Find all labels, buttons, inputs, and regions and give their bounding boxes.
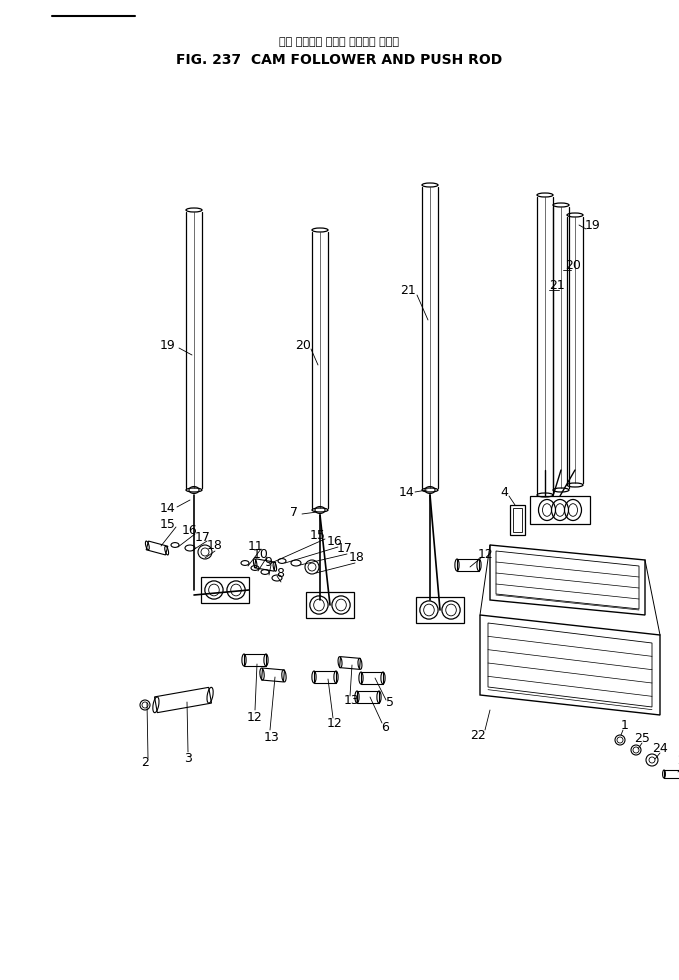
Text: 1: 1 xyxy=(621,718,629,731)
Text: 13: 13 xyxy=(264,730,280,744)
Text: 4: 4 xyxy=(500,485,508,499)
Text: 5: 5 xyxy=(386,696,394,709)
Text: カム フォロワ および プッシュ ロッド: カム フォロワ および プッシュ ロッド xyxy=(279,37,399,47)
Text: 19: 19 xyxy=(585,219,601,231)
Text: 10: 10 xyxy=(253,548,269,561)
Text: 14: 14 xyxy=(399,485,415,499)
Text: 20: 20 xyxy=(565,259,581,271)
Text: 21: 21 xyxy=(549,278,565,291)
Text: 19: 19 xyxy=(160,338,176,352)
Text: 2: 2 xyxy=(141,756,149,768)
Text: 15: 15 xyxy=(310,528,326,542)
Text: 16: 16 xyxy=(182,523,198,536)
Text: 12: 12 xyxy=(478,548,494,561)
Text: 23: 23 xyxy=(677,754,679,766)
Text: 9: 9 xyxy=(264,556,272,568)
Text: 12: 12 xyxy=(247,710,263,723)
Text: FIG. 237  CAM FOLLOWER AND PUSH ROD: FIG. 237 CAM FOLLOWER AND PUSH ROD xyxy=(176,53,502,67)
Text: 16: 16 xyxy=(327,534,343,548)
Text: 18: 18 xyxy=(207,538,223,552)
Text: 14: 14 xyxy=(160,502,176,514)
Text: 7: 7 xyxy=(290,506,298,518)
Text: 8: 8 xyxy=(276,566,284,579)
Text: 22: 22 xyxy=(470,728,486,742)
Text: 6: 6 xyxy=(381,720,389,733)
Text: 21: 21 xyxy=(400,283,416,297)
Text: 25: 25 xyxy=(634,731,650,745)
Text: 3: 3 xyxy=(184,752,192,764)
Text: 17: 17 xyxy=(337,542,353,555)
Text: 17: 17 xyxy=(195,530,211,544)
Text: 15: 15 xyxy=(160,517,176,530)
Text: 24: 24 xyxy=(652,742,668,755)
Text: 20: 20 xyxy=(295,338,311,352)
Text: 11: 11 xyxy=(248,540,264,553)
Text: 18: 18 xyxy=(349,551,365,564)
Text: 12: 12 xyxy=(327,716,343,729)
Text: 13: 13 xyxy=(344,694,360,707)
